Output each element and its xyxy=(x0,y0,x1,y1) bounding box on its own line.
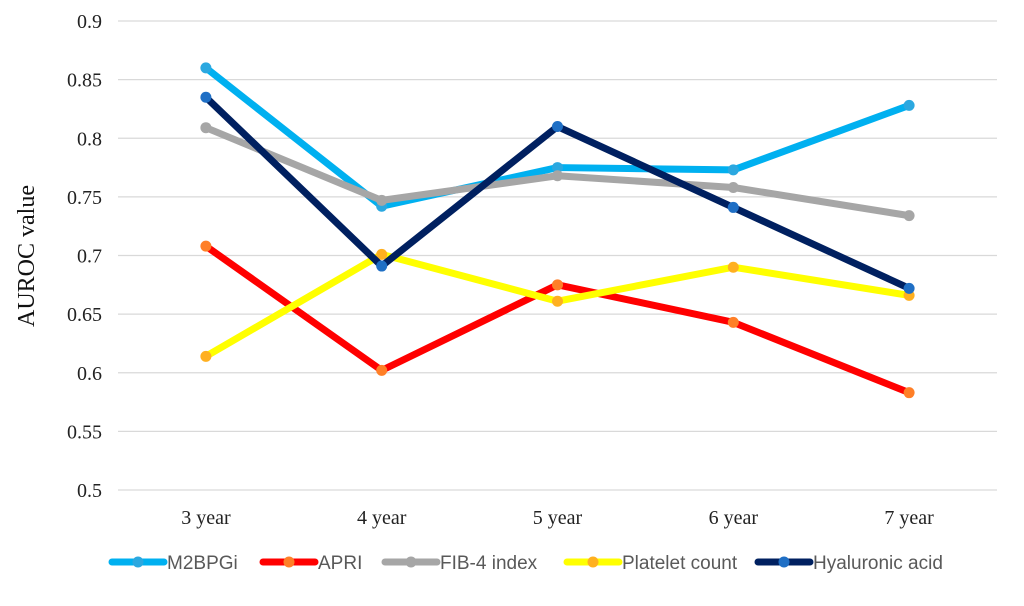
x-axis-ticks: 3 year 4 year 5 year 6 year 7 year xyxy=(181,507,934,529)
y-tick-label: 0.75 xyxy=(67,187,102,209)
data-point xyxy=(727,181,739,193)
data-point xyxy=(376,260,388,272)
data-point xyxy=(727,316,739,328)
data-point xyxy=(200,240,212,252)
data-point xyxy=(200,62,212,74)
data-point xyxy=(552,170,563,182)
legend-item: M2BPGi xyxy=(108,553,238,574)
y-tick-label: 0.8 xyxy=(77,128,102,150)
data-point xyxy=(903,210,915,222)
x-tick-label: 6 year xyxy=(709,507,759,529)
y-axis-label: AUROC value xyxy=(14,185,40,327)
legend-item: FIB-4 index xyxy=(381,553,538,574)
legend-label: Platelet count xyxy=(622,553,738,574)
legend-swatch-marker xyxy=(405,556,417,568)
legend-swatch-marker xyxy=(587,556,599,568)
legend-label: APRI xyxy=(318,553,362,574)
data-point xyxy=(727,201,739,213)
data-point xyxy=(903,387,915,399)
x-tick-label: 5 year xyxy=(533,507,583,529)
legend-swatch-marker xyxy=(778,556,790,568)
data-point xyxy=(376,364,388,376)
legend-item: Hyaluronic acid xyxy=(754,553,943,574)
data-point xyxy=(727,164,739,176)
data-point xyxy=(903,282,915,294)
legend-label: Hyaluronic acid xyxy=(813,553,943,574)
x-tick-label: 3 year xyxy=(181,507,231,529)
legend-item: Platelet count xyxy=(563,553,738,574)
series-lines xyxy=(200,62,915,399)
gridlines xyxy=(118,20,997,491)
legend-item: APRI xyxy=(259,553,362,574)
data-point xyxy=(552,279,563,291)
data-point xyxy=(200,122,212,134)
x-tick-label: 4 year xyxy=(357,507,407,529)
series-fib-4-index xyxy=(200,122,915,222)
y-tick-label: 0.7 xyxy=(77,246,102,268)
data-point xyxy=(727,261,739,273)
series-platelet-count xyxy=(200,248,915,362)
data-point xyxy=(552,295,563,307)
series-line xyxy=(202,64,913,210)
legend-swatch-marker xyxy=(132,556,144,568)
series-hyaluronic-acid xyxy=(200,91,915,294)
series-line xyxy=(202,242,913,397)
legend: M2BPGi APRI FIB-4 index Platelet count Hyalu… xyxy=(108,553,943,574)
data-point xyxy=(376,248,388,260)
y-axis-ticks: 0.5 0.55 0.6 0.65 0.7 0.75 0.8 0.85 0.9 xyxy=(67,11,102,502)
data-point xyxy=(200,91,212,103)
y-tick-label: 0.65 xyxy=(67,304,102,326)
legend-label: FIB-4 index xyxy=(440,553,538,574)
legend-label: M2BPGi xyxy=(167,553,238,574)
data-point xyxy=(200,350,212,362)
y-tick-label: 0.5 xyxy=(77,480,102,502)
y-tick-label: 0.55 xyxy=(67,421,102,443)
y-tick-label: 0.9 xyxy=(77,11,102,33)
legend-swatch-marker xyxy=(283,556,295,568)
y-tick-label: 0.85 xyxy=(67,70,102,92)
data-point xyxy=(903,99,915,111)
series-m2bpgi xyxy=(200,62,915,212)
series-apri xyxy=(200,240,915,399)
data-point xyxy=(552,162,563,174)
x-tick-label: 7 year xyxy=(884,507,934,529)
y-tick-label: 0.6 xyxy=(77,363,102,385)
data-point xyxy=(376,194,388,206)
data-point xyxy=(552,121,563,133)
